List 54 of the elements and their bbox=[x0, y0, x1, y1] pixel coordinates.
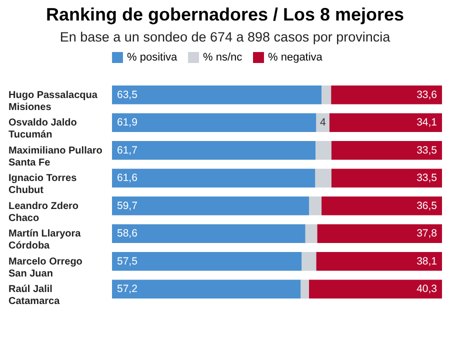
data-label: 33,5 bbox=[416, 144, 438, 156]
bar bbox=[322, 196, 442, 216]
bar bbox=[112, 168, 316, 188]
y-tick-label: Martín Llaryora Córdoba bbox=[8, 228, 82, 252]
legend-label: % negativa bbox=[268, 52, 324, 64]
data-label: 59,7 bbox=[117, 200, 138, 212]
bar bbox=[300, 280, 310, 299]
data-label: 36,5 bbox=[416, 200, 438, 212]
data-label: 58,6 bbox=[117, 228, 138, 240]
data-label: 63,5 bbox=[117, 88, 138, 101]
data-label: 61,7 bbox=[117, 144, 138, 156]
bar bbox=[316, 140, 332, 160]
bar bbox=[317, 224, 442, 244]
y-tick-label: Osvaldo Jaldo Tucumán bbox=[8, 118, 77, 141]
bar bbox=[309, 280, 442, 299]
data-label: 57,2 bbox=[117, 283, 138, 296]
bar bbox=[112, 85, 322, 104]
bar bbox=[302, 252, 316, 271]
data-label: 61,9 bbox=[117, 116, 138, 129]
chart-title: Ranking de gobernadores / Los 8 mejores bbox=[46, 4, 404, 24]
bar bbox=[315, 168, 332, 188]
y-tick-label: Raúl Jalil Catamarca bbox=[8, 284, 60, 308]
bar bbox=[305, 224, 318, 244]
bar bbox=[112, 113, 316, 132]
data-label: 40,3 bbox=[416, 283, 438, 296]
data-label: 57,5 bbox=[117, 255, 138, 268]
bar bbox=[112, 224, 306, 244]
bar bbox=[112, 280, 301, 299]
data-label: 4 bbox=[320, 116, 326, 129]
bar bbox=[316, 113, 330, 132]
data-label: 37,8 bbox=[416, 228, 438, 240]
data-label: 38,1 bbox=[416, 255, 438, 268]
data-label: 61,6 bbox=[117, 172, 138, 184]
bar bbox=[322, 85, 332, 104]
bar bbox=[331, 85, 442, 104]
y-tick-label: Marcelo Orrego San Juan bbox=[8, 256, 82, 280]
bar bbox=[112, 140, 316, 160]
chart-subtitle: En base a un sondeo de 674 a 898 casos por provincia bbox=[60, 30, 391, 44]
data-label: 34,1 bbox=[416, 116, 438, 129]
y-tick-label: Hugo Passalacqua Misiones bbox=[8, 90, 98, 113]
data-label: 33,5 bbox=[416, 172, 438, 184]
bar bbox=[309, 196, 322, 216]
legend-label: % ns/nc bbox=[203, 52, 243, 64]
bar bbox=[112, 252, 302, 271]
y-tick-label: Maximiliano Pullaro Santa Fe bbox=[8, 145, 102, 168]
bar bbox=[112, 196, 310, 216]
bar bbox=[331, 140, 442, 160]
bar bbox=[329, 113, 442, 132]
y-tick-label: Ignacio Torres Chubut bbox=[8, 173, 78, 196]
bar bbox=[316, 252, 442, 271]
data-label: 33,6 bbox=[416, 88, 438, 101]
y-tick-label: Leandro Zdero Chaco bbox=[8, 200, 79, 224]
legend-label: % positiva bbox=[127, 52, 178, 64]
bar bbox=[331, 168, 442, 188]
